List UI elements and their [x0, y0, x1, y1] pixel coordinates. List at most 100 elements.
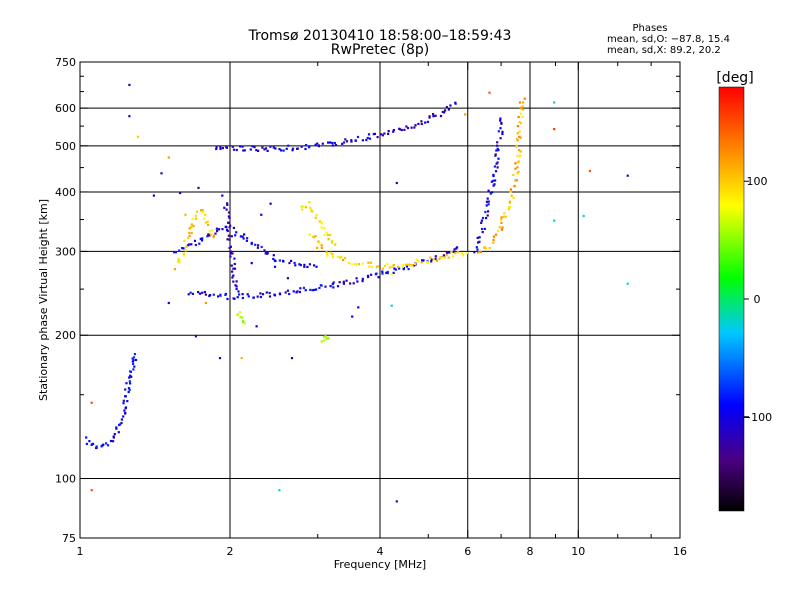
trace-point: [516, 132, 519, 135]
trace-point: [212, 234, 216, 237]
trace-point: [313, 264, 316, 267]
trace-point: [447, 108, 450, 111]
y-tick-label: 600: [55, 102, 76, 115]
trace-point: [519, 150, 522, 153]
trace-point: [402, 263, 405, 267]
trace-point: [318, 286, 321, 290]
trace-point: [237, 290, 240, 293]
trace-point: [105, 442, 108, 445]
trace-point: [226, 203, 229, 206]
trace-point: [508, 201, 511, 204]
trace-point: [200, 239, 204, 242]
trace-point: [486, 214, 489, 217]
trace-point: [183, 239, 186, 242]
scatter-point: [582, 214, 585, 218]
trace-point: [392, 130, 395, 133]
trace-point: [201, 237, 204, 240]
trace-point: [493, 183, 496, 186]
trace-point: [242, 320, 245, 323]
trace-point: [198, 292, 202, 295]
trace-point: [225, 146, 228, 149]
trace-point: [209, 294, 212, 297]
trace-point: [188, 243, 191, 246]
scatter-point: [136, 135, 139, 138]
colorbar-tick-label: −100: [742, 411, 772, 424]
trace-point: [445, 253, 448, 257]
trace-point: [256, 295, 259, 298]
trace-point: [115, 426, 118, 429]
trace-point: [492, 173, 495, 176]
trace-point: [294, 264, 297, 267]
trace-point: [235, 285, 238, 288]
trace-point: [268, 291, 271, 295]
trace-point: [194, 214, 197, 217]
y-tick-label: 400: [55, 186, 76, 199]
trace-point: [272, 257, 275, 261]
trace-point: [366, 136, 369, 140]
trace-point: [414, 262, 417, 265]
trace-point: [317, 144, 320, 147]
trace-point: [215, 227, 218, 230]
trace-point: [434, 257, 437, 261]
trace-point: [311, 289, 314, 292]
trace-point: [377, 276, 380, 279]
trace-point: [320, 284, 323, 287]
trace-point: [354, 139, 357, 142]
trace-point: [314, 235, 317, 238]
scatter-point: [152, 194, 155, 197]
trace-point: [361, 277, 364, 280]
trace-point: [291, 147, 295, 150]
trace-point: [494, 154, 497, 157]
trace-point: [211, 229, 214, 232]
trace-point: [501, 130, 504, 133]
trace-point: [481, 231, 484, 234]
trace-point: [274, 147, 277, 150]
scatter-point: [626, 282, 629, 285]
trace-point: [232, 267, 235, 270]
trace-point: [368, 137, 372, 140]
trace-point: [314, 216, 317, 219]
trace-point: [497, 229, 500, 232]
trace-point: [282, 259, 285, 262]
trace-point: [325, 250, 328, 254]
trace-point: [407, 263, 410, 266]
trace-point: [342, 258, 345, 262]
trace-point: [129, 374, 132, 377]
trace-point: [516, 172, 519, 175]
trace-point: [202, 211, 205, 214]
trace-point: [483, 246, 486, 249]
trace-point: [454, 101, 457, 104]
trace-point: [513, 185, 516, 188]
trace-point: [444, 109, 447, 112]
trace-point: [124, 395, 127, 398]
trace-point: [284, 291, 287, 294]
trace-point: [405, 125, 408, 128]
trace-point: [497, 157, 500, 160]
trace-point: [178, 261, 181, 264]
trace-point: [302, 205, 305, 208]
trace-point: [230, 252, 233, 255]
trace-point: [496, 141, 499, 144]
trace-point: [495, 162, 498, 165]
trace-point: [191, 292, 194, 295]
trace-point: [315, 288, 318, 291]
trace-point: [242, 149, 245, 152]
trace-point: [484, 210, 487, 214]
trace-point: [485, 200, 488, 203]
trace-point: [343, 257, 347, 260]
trace-point: [204, 221, 207, 224]
trace-point: [280, 149, 283, 152]
trace-point: [272, 254, 275, 257]
trace-point: [315, 265, 318, 268]
trace-point: [403, 128, 406, 131]
trace-point: [309, 288, 312, 291]
trace-point: [226, 297, 229, 301]
trace-point: [263, 249, 266, 252]
trace-point: [441, 256, 444, 259]
trace-point: [405, 263, 408, 266]
trace-point: [489, 192, 492, 195]
trace-point: [522, 101, 525, 104]
scatter-point: [260, 213, 263, 216]
trace-point: [375, 272, 378, 275]
trace-point: [286, 289, 289, 292]
